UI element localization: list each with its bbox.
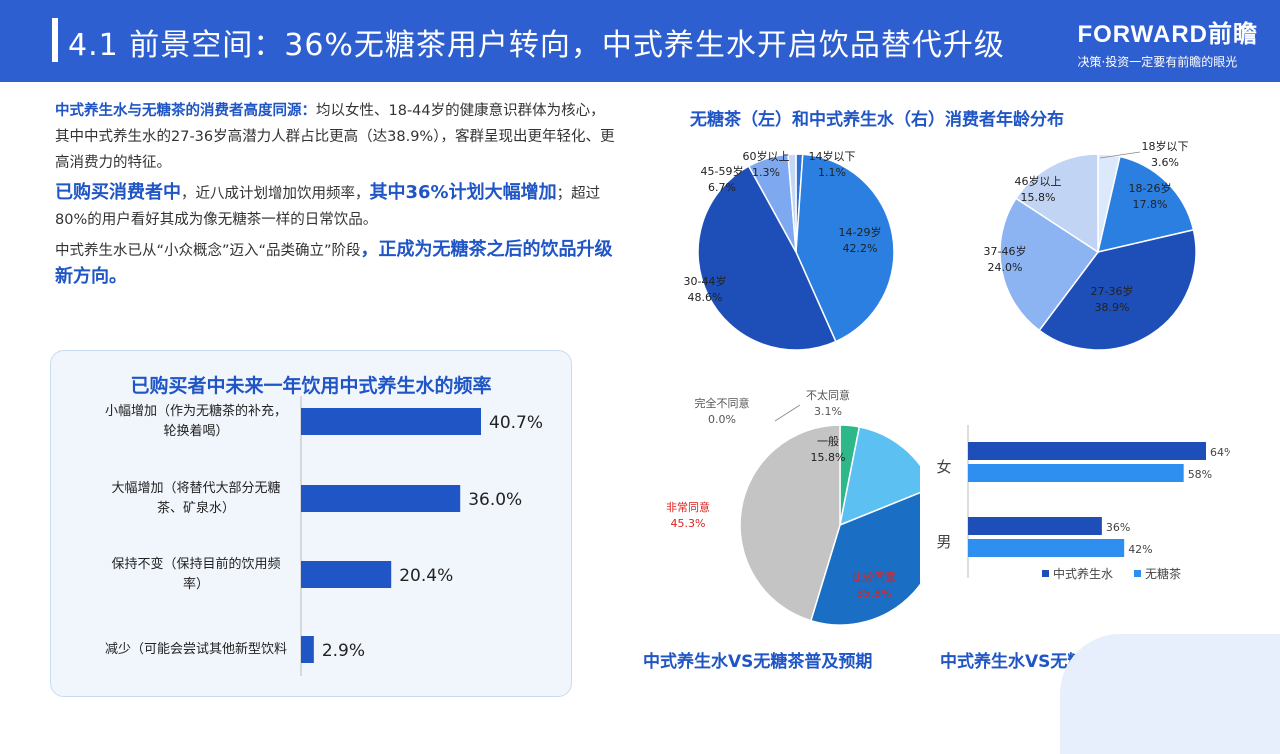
frequency-bar	[301, 561, 392, 588]
age-water-label: 37-46岁	[984, 244, 1027, 258]
brand-tagline: 决策·投资一定要有前瞻的眼光	[1077, 55, 1238, 69]
frequency-bar-chart: 40.7% 小幅增加（作为无糖茶的补充， 轮换着喝） 36.0% 大幅增加（将替代大部分…	[105, 396, 543, 676]
frequency-bar	[301, 636, 314, 663]
expect-label: 45.3%	[671, 517, 706, 530]
frequency-category-label: 减少（可能会尝试其他新型饮料	[105, 641, 287, 657]
age-tea-label: 60岁以上	[743, 149, 790, 163]
age-tea-label: 14-29岁	[839, 225, 882, 239]
age-tea-label: 14岁以下	[809, 149, 856, 163]
frequency-category-label: 茶、矿泉水）	[157, 500, 235, 516]
header-bar: 4.1 前景空间：36%无糖茶用户转向，中式养生水开启饮品替代升级 FORWAR…	[0, 0, 1280, 82]
brand-logo: FORWARD前瞻 决策·投资一定要有前瞻的眼光	[1077, 14, 1258, 70]
intro-text: 中式养生水与无糖茶的消费者高度同源：均以女性、18-44岁的健康意识群体为核心，…	[55, 98, 615, 291]
expect-label: 不太同意	[806, 388, 850, 402]
expectation-pie: 完全不同意 0.0% 不太同意 3.1% 一般 15.8% 比较同意 35.8% 非常同意 45.…	[666, 388, 920, 625]
age-tea-label: 6.7%	[708, 181, 736, 194]
intro-paragraph-1: 中式养生水与无糖茶的消费者高度同源：均以女性、18-44岁的健康意识群体为核心，…	[55, 98, 615, 176]
gender-legend-swatch	[1042, 570, 1049, 577]
gender-value-label: 58%	[1188, 468, 1212, 481]
age-tea-label: 30-44岁	[684, 274, 727, 288]
brand-name: FORWARD前瞻	[1077, 21, 1258, 48]
expect-label: 完全不同意	[695, 396, 750, 410]
age-water-label: 46岁以上	[1015, 174, 1062, 188]
intro-highlight-2: 已购买消费者中	[55, 182, 181, 203]
gender-bar	[968, 517, 1102, 535]
gender-legend-swatch	[1134, 570, 1141, 577]
frequency-bar	[301, 408, 481, 435]
frequency-category-label: 保持不变（保持目前的饮用频	[111, 556, 280, 572]
age-tea-label: 1.3%	[752, 166, 780, 179]
frequency-chart-title: 已购买者中未来一年饮用中式养生水的频率	[130, 375, 492, 397]
intro-paragraph-3: 中式养生水已从“小众概念”迈入“品类确立”阶段，正成为无糖茶之后的饮品升级新方向…	[55, 237, 615, 291]
expect-slice	[739, 424, 841, 622]
age-tea-slice	[697, 165, 837, 351]
gender-category-label: 女	[936, 458, 951, 476]
frequency-category-label: 率）	[183, 576, 209, 592]
age-water-label: 3.6%	[1151, 156, 1179, 169]
age-tea-label: 42.2%	[843, 242, 878, 255]
frequency-value-label: 36.0%	[468, 490, 522, 510]
frequency-category-label: 轮换着喝）	[163, 423, 228, 439]
gender-value-label: 42%	[1128, 543, 1152, 556]
age-water-slice	[1014, 153, 1099, 254]
gender-category-label: 男	[936, 533, 951, 551]
age-water-label: 24.0%	[988, 261, 1023, 274]
expect-label: 15.8%	[811, 451, 846, 464]
corner-decoration	[1060, 634, 1280, 754]
expect-leader-line	[774, 404, 801, 422]
frequency-bar	[301, 485, 461, 512]
age-water-label: 18岁以下	[1142, 139, 1189, 153]
age-pie-tea: 14岁以下 1.1% 14-29岁 42.2% 30-44岁 48.6% 45-59岁 6.7…	[684, 149, 895, 351]
gender-legend-label: 中式养生水	[1053, 566, 1113, 581]
gender-bar	[968, 464, 1184, 482]
expect-label: 35.8%	[857, 587, 892, 600]
age-tea-label: 45-59岁	[701, 164, 744, 178]
frequency-value-label: 40.7%	[489, 413, 543, 433]
frequency-value-label: 2.9%	[322, 641, 365, 661]
gender-bar	[968, 539, 1125, 557]
intro-paragraph-2: 已购买消费者中，近八成计划增加饮用频率，其中36%计划大幅增加；超过80%的用户…	[55, 180, 615, 233]
age-tea-slice	[795, 153, 895, 343]
intro-text-3: ；超过80%的用户看好其成为像无糖茶一样的日常饮品。	[55, 186, 601, 228]
expect-label: 0.0%	[708, 413, 736, 426]
gender-value-label: 36%	[1106, 521, 1130, 534]
page-title: 4.1 前景空间：36%无糖茶用户转向，中式养生水开启饮品替代升级	[68, 28, 1005, 63]
expect-label: 非常同意	[666, 500, 710, 514]
age-water-slice	[999, 197, 1100, 332]
age-water-slice	[1097, 155, 1195, 254]
header-accent-bar	[52, 18, 58, 62]
intro-text-4: 中式养生水已从“小众概念”迈入“品类确立”阶段	[55, 243, 361, 259]
expect-label: 3.1%	[814, 405, 842, 418]
intro-highlight-3: 其中36%计划大幅增加	[369, 182, 557, 203]
gender-bar	[968, 442, 1206, 460]
age-tea-slice	[787, 153, 797, 253]
age-water-leader-line	[1099, 151, 1141, 159]
frequency-value-label: 20.4%	[399, 566, 453, 586]
gender-value-label: 64%	[1210, 446, 1230, 459]
age-water-label: 15.8%	[1021, 191, 1056, 204]
expect-slice	[809, 491, 920, 625]
expect-label: 一般	[817, 435, 839, 448]
age-water-label: 17.8%	[1133, 198, 1168, 211]
gender-bar-chart: 女 64% 58% 男 36% 42% 中式养生水 无糖茶	[936, 425, 1230, 581]
age-tea-label: 1.1%	[818, 166, 846, 179]
frequency-category-label: 小幅增加（作为无糖茶的补充，	[105, 403, 287, 419]
gender-legend-label: 无糖茶	[1145, 566, 1181, 581]
age-water-label: 38.9%	[1095, 301, 1130, 314]
frequency-panel: 已购买者中未来一年饮用中式养生水的频率 40.7% 小幅增加（作为无糖茶的补充， 轮…	[50, 350, 572, 697]
expect-label: 比较同意	[852, 570, 896, 584]
age-water-label: 27-36岁	[1091, 284, 1134, 298]
expectation-chart-title: 中式养生水VS无糖茶普及预期	[643, 652, 873, 672]
age-pie-water: 18岁以下 3.6% 18-26岁 17.8% 27-36岁 38.9% 37-46岁 24.…	[984, 139, 1197, 351]
frequency-category-label: 大幅增加（将替代大部分无糖	[111, 480, 280, 496]
age-water-slice	[1038, 228, 1197, 351]
intro-text-2: ，近八成计划增加饮用频率，	[181, 186, 370, 202]
intro-highlight-4: ，正成为无糖茶之后的饮品升级新方向。	[55, 239, 613, 287]
intro-highlight-1: 中式养生水与无糖茶的消费者高度同源：	[55, 103, 316, 119]
age-tea-label: 48.6%	[688, 291, 723, 304]
intro-text-1: 均以女性、18-44岁的健康意识群体为核心，其中中式养生水的27-36岁高潜力人…	[55, 103, 615, 171]
age-water-label: 18-26岁	[1129, 181, 1172, 195]
age-chart-title: 无糖茶（左）和中式养生水（右）消费者年龄分布	[690, 110, 1064, 130]
